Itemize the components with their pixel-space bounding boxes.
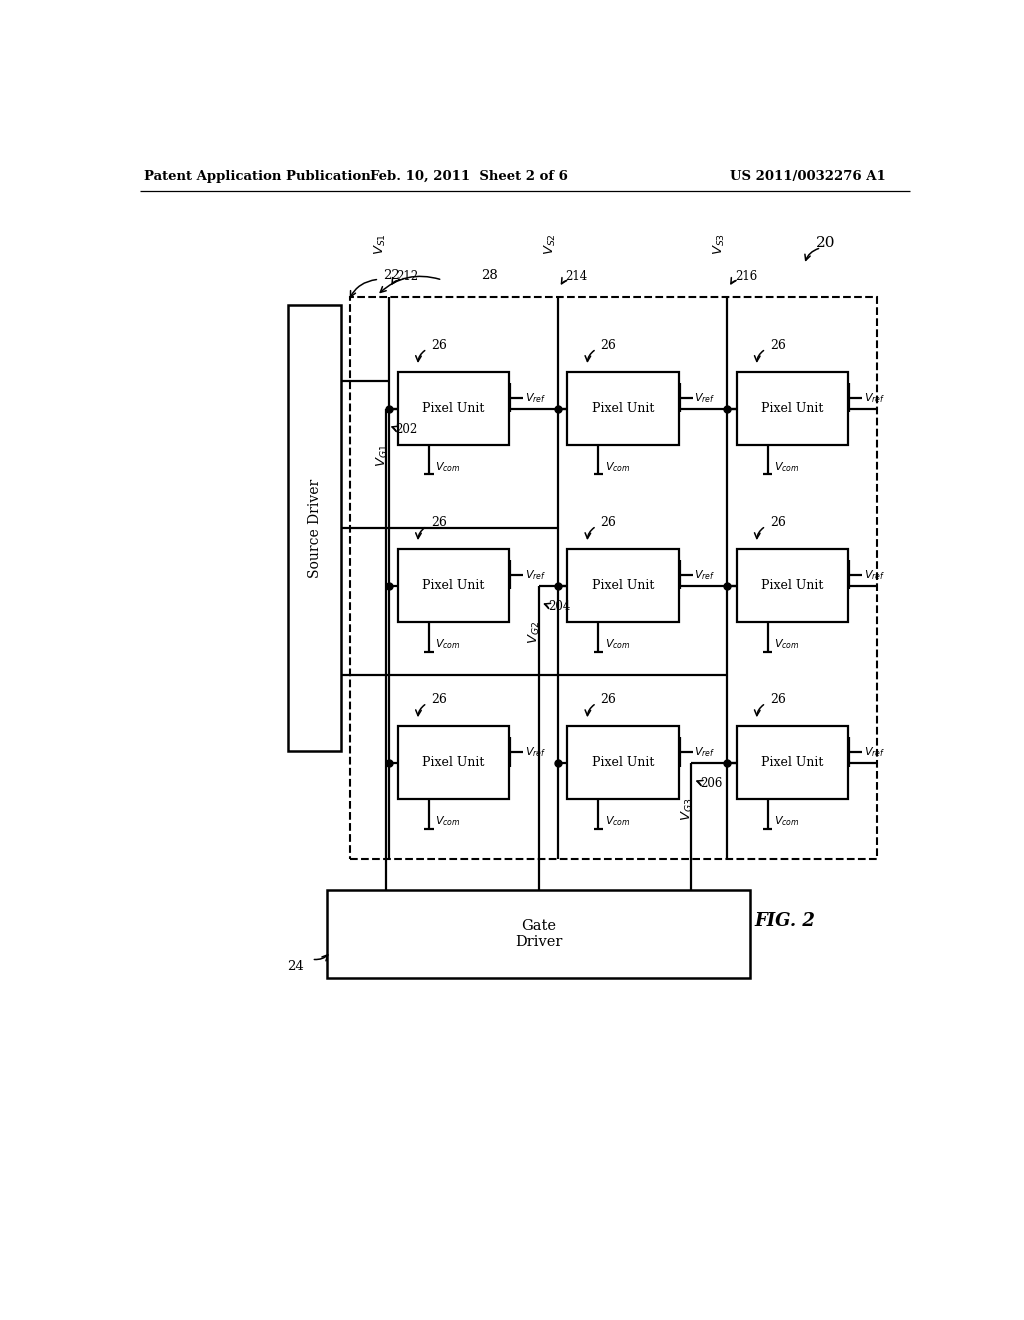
Text: 26: 26 — [431, 516, 447, 529]
Text: $V_{ref}$: $V_{ref}$ — [524, 744, 546, 759]
Text: $V_{com}$: $V_{com}$ — [435, 459, 461, 474]
Text: 206: 206 — [700, 776, 723, 789]
FancyBboxPatch shape — [567, 372, 679, 445]
Text: 26: 26 — [770, 516, 786, 529]
Text: $V_{com}$: $V_{com}$ — [435, 638, 461, 651]
FancyBboxPatch shape — [397, 372, 509, 445]
Text: 202: 202 — [395, 422, 418, 436]
Text: $V_{com}$: $V_{com}$ — [604, 814, 630, 828]
Text: Pixel Unit: Pixel Unit — [592, 403, 654, 416]
Text: Feb. 10, 2011  Sheet 2 of 6: Feb. 10, 2011 Sheet 2 of 6 — [371, 170, 568, 183]
Text: Pixel Unit: Pixel Unit — [422, 579, 484, 593]
FancyBboxPatch shape — [736, 372, 848, 445]
Text: $V_{ref}$: $V_{ref}$ — [524, 391, 546, 404]
Text: 26: 26 — [770, 693, 786, 706]
Text: Gate
Driver: Gate Driver — [515, 919, 562, 949]
Text: $V_{ref}$: $V_{ref}$ — [863, 391, 885, 404]
Text: $V_{ref}$: $V_{ref}$ — [694, 391, 716, 404]
Text: 26: 26 — [601, 516, 616, 529]
Text: 26: 26 — [601, 339, 616, 351]
Text: Pixel Unit: Pixel Unit — [422, 403, 484, 416]
FancyBboxPatch shape — [289, 305, 341, 751]
Text: 26: 26 — [770, 339, 786, 351]
Text: Pixel Unit: Pixel Unit — [592, 756, 654, 770]
Text: $V_{S1}$: $V_{S1}$ — [374, 232, 388, 255]
Text: $V_{com}$: $V_{com}$ — [774, 638, 800, 651]
Text: 216: 216 — [735, 271, 758, 284]
Text: Pixel Unit: Pixel Unit — [761, 756, 823, 770]
Text: $V_{com}$: $V_{com}$ — [604, 459, 630, 474]
FancyBboxPatch shape — [567, 549, 679, 622]
Text: 22: 22 — [383, 269, 399, 282]
Text: 20: 20 — [816, 236, 836, 249]
Text: $V_{S2}$: $V_{S2}$ — [543, 232, 558, 255]
Text: 214: 214 — [565, 271, 588, 284]
Text: $V_{S3}$: $V_{S3}$ — [712, 232, 727, 255]
Text: $V_{com}$: $V_{com}$ — [604, 638, 630, 651]
FancyBboxPatch shape — [736, 726, 848, 800]
Text: $V_{ref}$: $V_{ref}$ — [694, 568, 716, 582]
Text: US 2011/0032276 A1: US 2011/0032276 A1 — [730, 170, 886, 183]
Text: 26: 26 — [601, 693, 616, 706]
Text: $V_{com}$: $V_{com}$ — [435, 814, 461, 828]
Text: Pixel Unit: Pixel Unit — [761, 579, 823, 593]
Text: 26: 26 — [431, 693, 447, 706]
Text: $V_{G3}$: $V_{G3}$ — [680, 797, 695, 821]
Text: Pixel Unit: Pixel Unit — [422, 756, 484, 770]
Text: $V_{com}$: $V_{com}$ — [774, 459, 800, 474]
Text: $V_{G2}$: $V_{G2}$ — [527, 620, 543, 644]
Text: $V_{ref}$: $V_{ref}$ — [863, 568, 885, 582]
Text: 204: 204 — [548, 599, 570, 612]
Text: Source Driver: Source Driver — [307, 478, 322, 578]
Text: $V_{ref}$: $V_{ref}$ — [694, 744, 716, 759]
FancyBboxPatch shape — [736, 549, 848, 622]
Text: Pixel Unit: Pixel Unit — [761, 403, 823, 416]
Text: 26: 26 — [431, 339, 447, 351]
Text: 28: 28 — [481, 269, 498, 282]
Text: $V_{ref}$: $V_{ref}$ — [524, 568, 546, 582]
Text: 212: 212 — [396, 271, 419, 284]
Text: $V_{com}$: $V_{com}$ — [774, 814, 800, 828]
FancyBboxPatch shape — [397, 549, 509, 622]
Text: Pixel Unit: Pixel Unit — [592, 579, 654, 593]
FancyBboxPatch shape — [397, 726, 509, 800]
Text: Patent Application Publication: Patent Application Publication — [144, 170, 371, 183]
FancyBboxPatch shape — [567, 726, 679, 800]
Text: $V_{ref}$: $V_{ref}$ — [863, 744, 885, 759]
Text: $V_{G1}$: $V_{G1}$ — [375, 444, 390, 466]
Text: FIG. 2: FIG. 2 — [755, 912, 815, 929]
FancyBboxPatch shape — [327, 890, 751, 978]
Text: 24: 24 — [287, 961, 304, 973]
